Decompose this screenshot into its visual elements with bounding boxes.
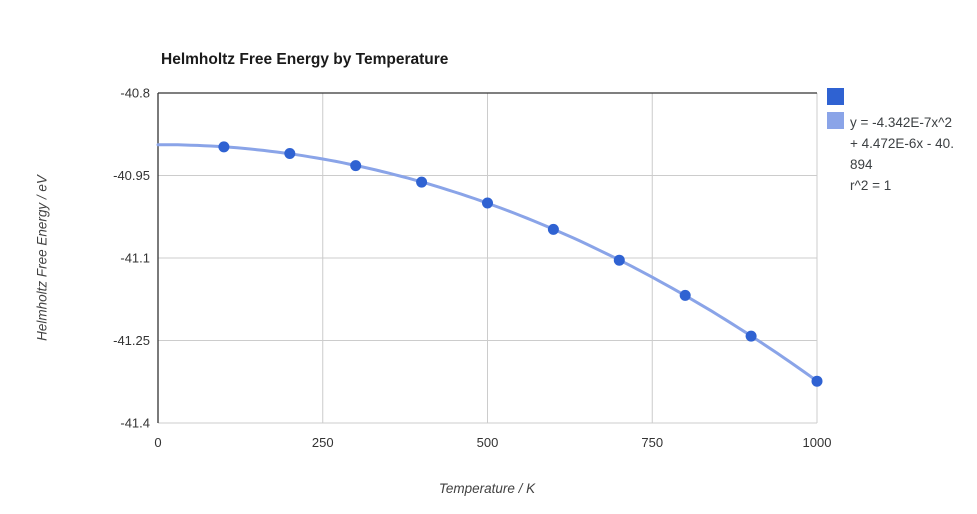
- y-tick-label: -41.1: [120, 251, 150, 266]
- y-tick-label: -41.4: [120, 416, 150, 431]
- data-point[interactable]: [218, 141, 230, 153]
- data-point[interactable]: [284, 148, 296, 159]
- equation-line: 894: [850, 157, 873, 172]
- data-point[interactable]: [482, 197, 493, 209]
- x-tick-label: 750: [641, 435, 663, 450]
- trendline-equation: y = -4.342E-7x^2 + 4.472E-6x - 40. 894 r…: [850, 112, 976, 196]
- equation-line: y = -4.342E-7x^2: [850, 115, 953, 130]
- legend: y = -4.342E-7x^2 + 4.472E-6x - 40. 894 r…: [827, 88, 977, 203]
- data-point[interactable]: [811, 375, 823, 387]
- equation-line: + 4.472E-6x - 40.: [850, 136, 954, 151]
- legend-swatch-series-icon: [827, 88, 844, 105]
- x-tick-label: 1000: [803, 435, 832, 450]
- x-tick-label: 0: [154, 435, 161, 450]
- data-point[interactable]: [745, 330, 757, 342]
- chart-title: Helmholtz Free Energy by Temperature: [161, 51, 449, 68]
- data-point[interactable]: [613, 254, 625, 266]
- data-point[interactable]: [350, 160, 362, 172]
- x-tick-label: 250: [312, 435, 334, 450]
- legend-item-trendline[interactable]: y = -4.342E-7x^2 + 4.472E-6x - 40. 894 r…: [827, 112, 977, 196]
- x-tick-label: 500: [477, 435, 499, 450]
- data-point[interactable]: [416, 176, 428, 188]
- data-point[interactable]: [547, 223, 559, 235]
- data-point[interactable]: [679, 289, 691, 301]
- x-axis-title: Temperature / K: [438, 481, 536, 496]
- y-tick-label: -41.25: [113, 333, 150, 348]
- y-tick-label: -40.95: [113, 168, 150, 183]
- y-tick-label: -40.8: [120, 86, 150, 101]
- legend-swatch-trendline-icon: [827, 112, 844, 129]
- legend-item-series[interactable]: [827, 88, 977, 105]
- r-squared-line: r^2 = 1: [850, 178, 892, 193]
